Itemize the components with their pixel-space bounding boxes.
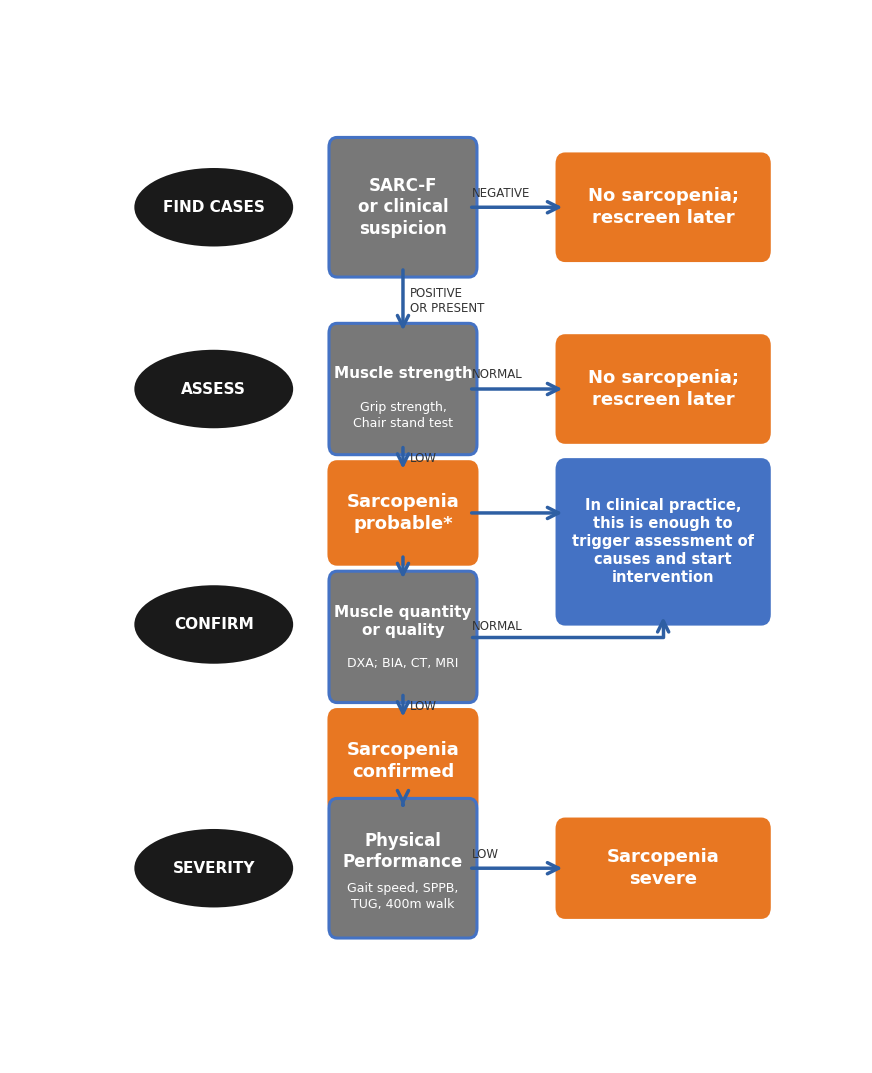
Text: SARC-F
or clinical
suspicion: SARC-F or clinical suspicion xyxy=(358,177,448,238)
Text: Sarcopenia
severe: Sarcopenia severe xyxy=(607,849,719,888)
Text: Sarcopenia
confirmed: Sarcopenia confirmed xyxy=(346,741,460,780)
Ellipse shape xyxy=(134,585,293,664)
Text: Gait speed, SPPB,
TUG, 400m walk: Gait speed, SPPB, TUG, 400m walk xyxy=(347,882,459,911)
Text: SEVERITY: SEVERITY xyxy=(173,861,255,876)
FancyBboxPatch shape xyxy=(557,336,769,442)
FancyBboxPatch shape xyxy=(557,819,769,917)
Text: Muscle quantity
or quality: Muscle quantity or quality xyxy=(334,605,472,637)
Text: ASSESS: ASSESS xyxy=(181,382,246,397)
Text: NEGATIVE: NEGATIVE xyxy=(472,187,530,200)
FancyBboxPatch shape xyxy=(329,461,477,564)
Text: LOW: LOW xyxy=(410,700,437,712)
FancyBboxPatch shape xyxy=(329,323,477,455)
Ellipse shape xyxy=(134,168,293,247)
Text: No sarcopenia;
rescreen later: No sarcopenia; rescreen later xyxy=(588,188,739,227)
FancyBboxPatch shape xyxy=(329,137,477,277)
Text: FIND CASES: FIND CASES xyxy=(163,200,265,215)
FancyBboxPatch shape xyxy=(557,459,769,624)
Text: POSITIVE
OR PRESENT: POSITIVE OR PRESENT xyxy=(410,286,484,314)
FancyBboxPatch shape xyxy=(329,571,477,703)
Ellipse shape xyxy=(134,829,293,908)
FancyBboxPatch shape xyxy=(557,153,769,261)
Text: Muscle strength: Muscle strength xyxy=(333,366,473,381)
Ellipse shape xyxy=(134,350,293,428)
Text: No sarcopenia;
rescreen later: No sarcopenia; rescreen later xyxy=(588,369,739,409)
Text: Physical
Performance: Physical Performance xyxy=(343,832,463,871)
Text: DXA; BIA, CT, MRI: DXA; BIA, CT, MRI xyxy=(347,657,459,671)
Text: NORMAL: NORMAL xyxy=(472,368,522,382)
Text: CONFIRM: CONFIRM xyxy=(174,617,254,632)
FancyBboxPatch shape xyxy=(329,798,477,938)
Text: In clinical practice,
this is enough to
trigger assessment of
causes and start
i: In clinical practice, this is enough to … xyxy=(572,498,754,586)
Text: Sarcopenia
probable*: Sarcopenia probable* xyxy=(346,494,460,532)
FancyBboxPatch shape xyxy=(329,709,477,812)
Text: NORMAL: NORMAL xyxy=(472,620,522,633)
Text: LOW: LOW xyxy=(410,452,437,465)
Text: LOW: LOW xyxy=(472,848,499,861)
Text: Grip strength,
Chair stand test: Grip strength, Chair stand test xyxy=(353,401,453,430)
